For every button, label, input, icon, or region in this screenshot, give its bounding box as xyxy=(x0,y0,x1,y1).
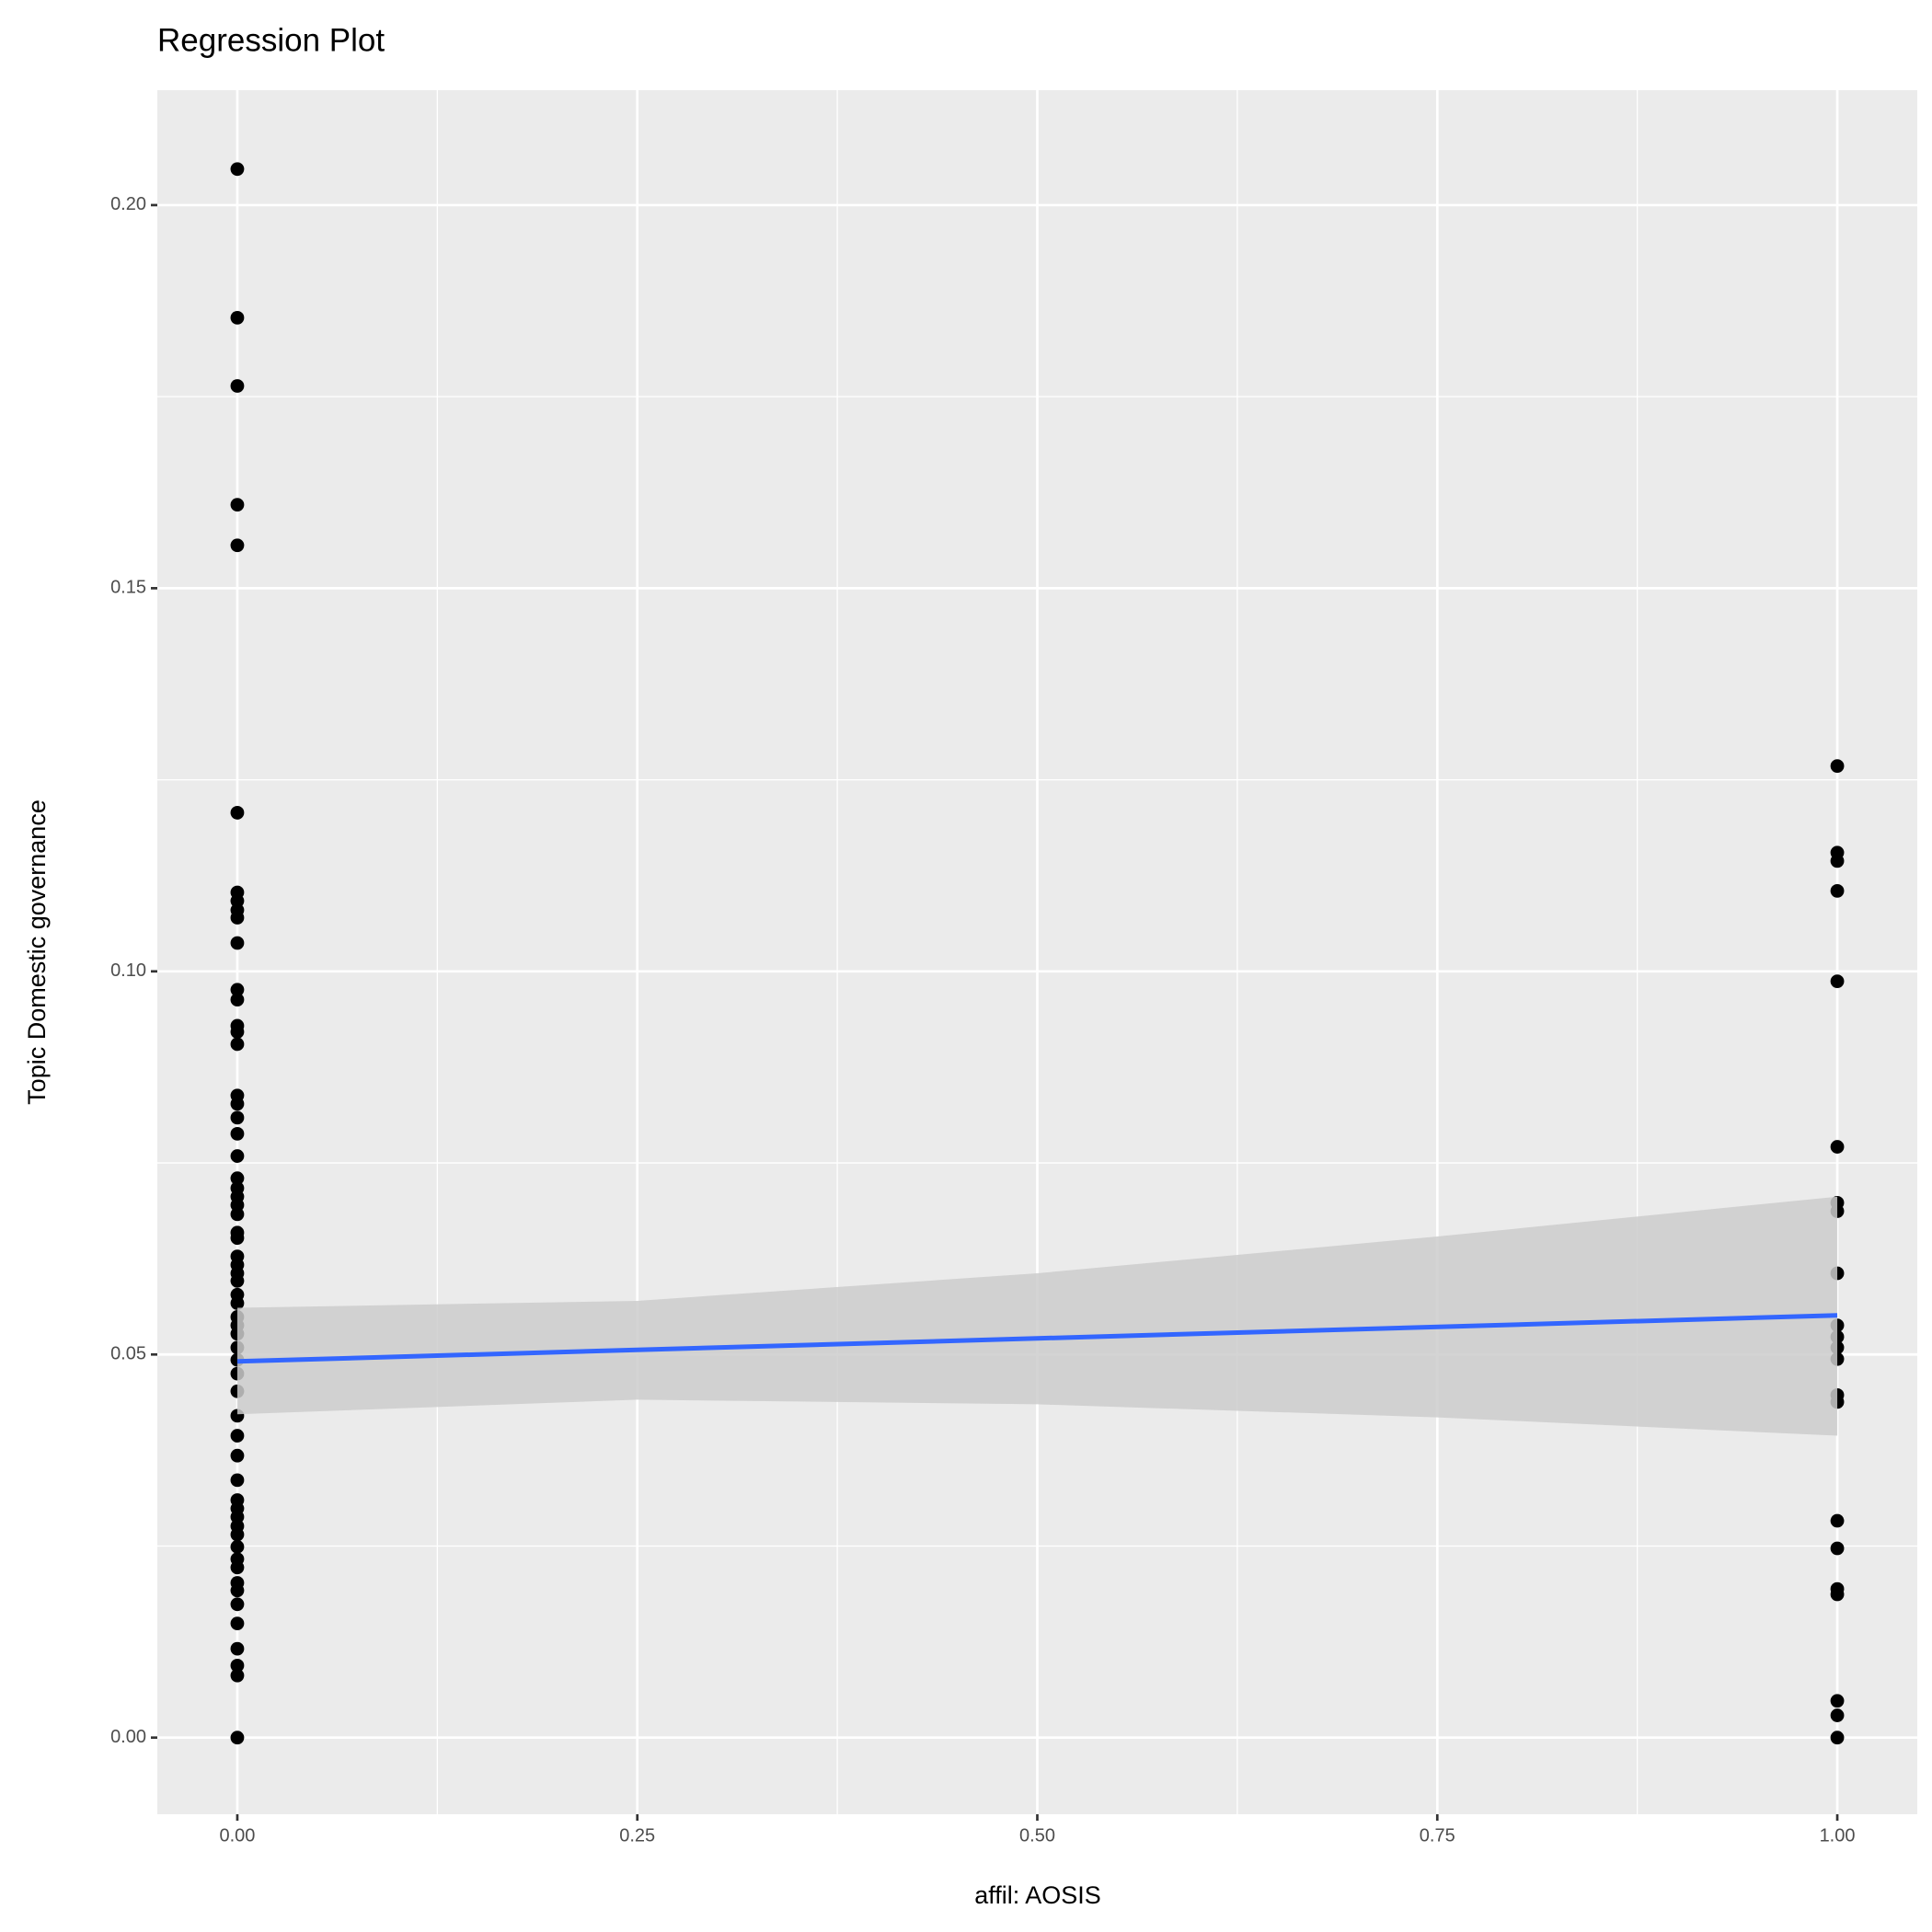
point xyxy=(230,1110,245,1125)
y-tick-label: 0.10 xyxy=(110,960,146,981)
point xyxy=(1830,883,1845,898)
point xyxy=(230,1207,245,1222)
point xyxy=(230,1659,245,1673)
point xyxy=(1830,974,1845,989)
y-tick-label: 0.20 xyxy=(110,194,146,214)
point xyxy=(1830,1708,1845,1722)
point xyxy=(230,1171,245,1186)
y-tick-label: 0.05 xyxy=(110,1344,146,1364)
y-axis-title: Topic Domestic governance xyxy=(23,799,51,1105)
point xyxy=(230,1641,245,1656)
point xyxy=(230,1597,245,1612)
x-tick-label: 0.25 xyxy=(619,1825,655,1846)
point xyxy=(230,379,245,393)
point xyxy=(230,1583,245,1598)
point xyxy=(230,1448,245,1463)
confidence-band xyxy=(236,1196,1838,1436)
point xyxy=(1830,1541,1845,1556)
point xyxy=(1830,759,1845,774)
point xyxy=(230,1560,245,1575)
point xyxy=(230,1273,245,1288)
point xyxy=(230,936,245,950)
point xyxy=(230,983,245,997)
point xyxy=(230,1296,245,1310)
x-tick-label: 0.75 xyxy=(1420,1825,1455,1846)
point xyxy=(230,1126,245,1141)
point xyxy=(230,310,245,325)
point xyxy=(230,1668,245,1683)
point xyxy=(1830,1731,1845,1745)
point xyxy=(230,1149,245,1163)
x-tick-label: 1.00 xyxy=(1820,1825,1856,1846)
x-tick-label: 0.50 xyxy=(1019,1825,1055,1846)
point xyxy=(230,993,245,1007)
point xyxy=(230,1473,245,1488)
point xyxy=(230,498,245,512)
point xyxy=(230,162,245,177)
point xyxy=(230,538,245,553)
point xyxy=(230,911,245,925)
x-tick-label: 0.00 xyxy=(219,1825,255,1846)
point xyxy=(230,1097,245,1111)
point xyxy=(230,1037,245,1052)
point xyxy=(1830,854,1845,868)
regression-line xyxy=(236,1313,1838,1364)
y-tick-label: 0.15 xyxy=(110,578,146,598)
point xyxy=(230,1616,245,1631)
chart-title: Regression Plot xyxy=(157,22,385,58)
point xyxy=(230,1527,245,1542)
point xyxy=(1830,1694,1845,1708)
point xyxy=(230,1731,245,1745)
point xyxy=(230,1539,245,1554)
point xyxy=(230,1429,245,1443)
x-axis-title: affil: AOSIS xyxy=(974,1881,1101,1909)
point xyxy=(230,806,245,820)
point xyxy=(1830,1140,1845,1154)
point xyxy=(230,1025,245,1040)
point xyxy=(1830,1587,1845,1602)
point xyxy=(230,1231,245,1246)
point xyxy=(1830,1513,1845,1528)
y-tick-label: 0.00 xyxy=(110,1727,146,1747)
